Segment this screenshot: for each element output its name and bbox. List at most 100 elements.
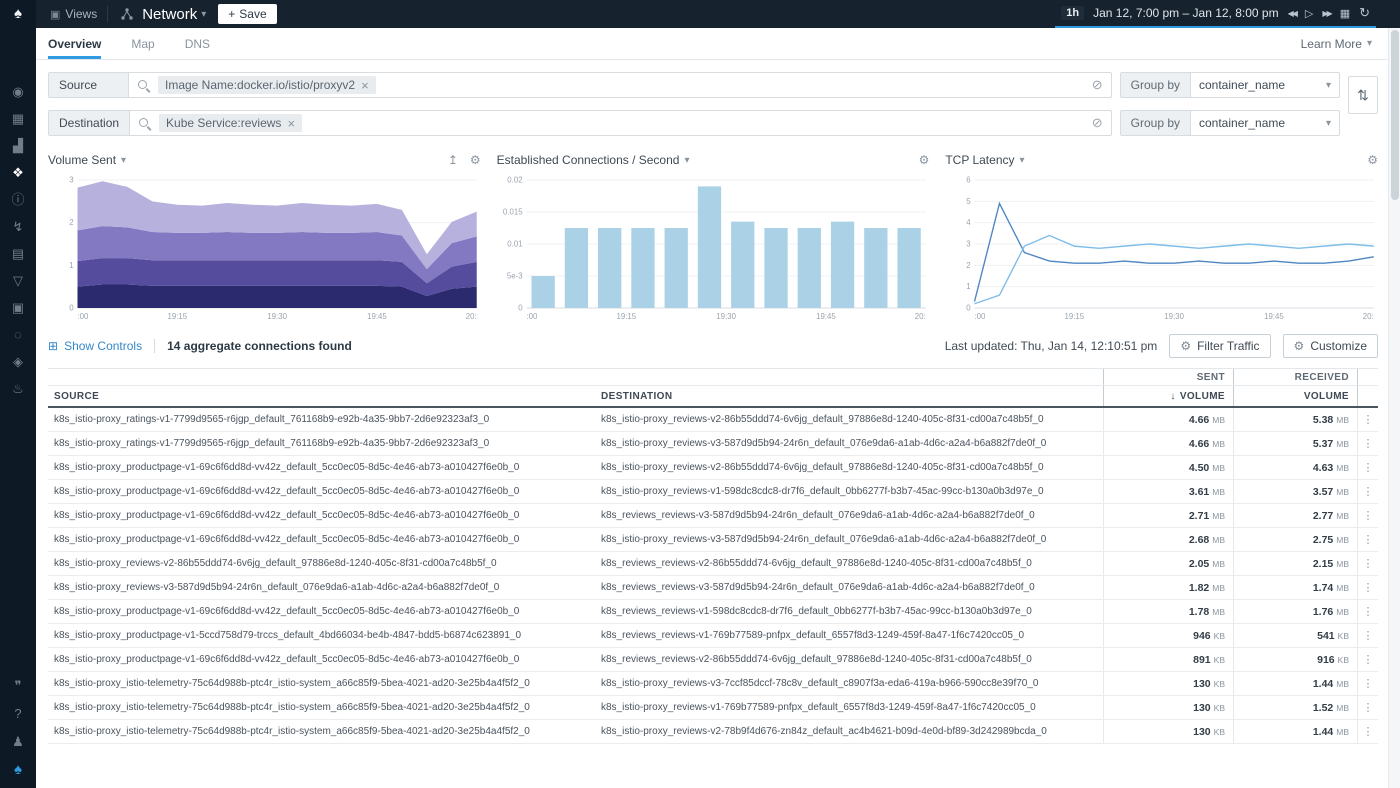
chart-metric-title[interactable]: Established Connections / Second	[496, 153, 680, 167]
chart-metric-title[interactable]: TCP Latency	[945, 153, 1015, 167]
gear-icon[interactable]: ⚙	[1367, 153, 1379, 167]
help-icon[interactable]: ?	[14, 706, 22, 721]
clear-filter-icon[interactable]: ⊘	[1091, 115, 1103, 130]
play-icon[interactable]: ▷	[1304, 7, 1314, 20]
calendar-icon[interactable]: ▦	[1339, 7, 1351, 20]
swap-source-destination-button[interactable]: ⇅	[1348, 75, 1378, 114]
established-connections-chart[interactable]: 0 5e-3 0.01 0.015 0.02:00 19:15 19:30 19:45 20:	[497, 172, 930, 322]
tab-overview[interactable]: Overview	[48, 28, 102, 59]
chat-icon[interactable]: ❞	[14, 678, 22, 693]
table-row[interactable]: k8s_istio-proxy_productpage-v1-69c6f6dd8…	[48, 600, 1378, 624]
svg-text:3: 3	[69, 175, 74, 184]
table-row[interactable]: k8s_istio-proxy_productpage-v1-69c6f6dd8…	[48, 456, 1378, 480]
destination-filter-tag[interactable]: Kube Service:reviews ×	[159, 114, 303, 132]
source-group-by-select[interactable]: container_name ▾	[1190, 72, 1340, 98]
table-row[interactable]: k8s_istio-proxy_ratings-v1-7799d9565-r6j…	[48, 432, 1378, 456]
sidebar-item-events[interactable]: ↯	[12, 219, 24, 234]
svg-text:19:30: 19:30	[1165, 312, 1185, 321]
sidebar-item-compliance[interactable]: ◈	[12, 354, 23, 369]
scrollbar[interactable]	[1388, 28, 1400, 788]
tab-dns[interactable]: DNS	[184, 36, 211, 51]
sidebar-item-activity[interactable]: ◌	[14, 327, 22, 342]
sidebar-item-metrics[interactable]: ▟	[12, 138, 23, 153]
sidebar-item-network[interactable]: ❖	[12, 165, 24, 180]
time-range-text[interactable]: Jan 12, 7:00 pm – Jan 12, 8:00 pm	[1093, 6, 1279, 20]
kebab-icon: ⋮	[1362, 630, 1374, 642]
destination-group-by-select[interactable]: container_name ▾	[1190, 110, 1340, 136]
volume-sent-chart[interactable]: 0 1 2 3:00 19:15 19:30 19:45 20:	[48, 172, 481, 322]
sidebar-item-benchmarks[interactable]: ♨	[12, 381, 24, 396]
sidebar-item-policies[interactable]: ▽	[12, 273, 23, 288]
chevron-down-icon[interactable]: ▾	[201, 8, 207, 20]
tab-map[interactable]: Map	[131, 36, 155, 51]
learn-more-menu[interactable]: Learn More ▾	[1300, 36, 1372, 51]
row-menu-button[interactable]: ⋮	[1357, 408, 1378, 431]
views-button[interactable]: ▣ Views	[50, 7, 98, 21]
row-menu-button[interactable]: ⋮	[1357, 576, 1378, 599]
export-icon[interactable]: ↥	[447, 153, 458, 167]
sidebar-item-dashboards[interactable]: ▦	[11, 111, 25, 126]
source-cell: k8s_istio-proxy_productpage-v1-69c6f6dd8…	[54, 654, 520, 665]
kebab-icon: ⋮	[1362, 606, 1374, 618]
svg-text:2: 2	[967, 261, 971, 270]
row-menu-button[interactable]: ⋮	[1357, 528, 1378, 551]
users-icon[interactable]: ♟	[12, 734, 24, 749]
chevron-down-icon: ▾	[1325, 117, 1331, 129]
table-row[interactable]: k8s_istio-proxy_productpage-v1-69c6f6dd8…	[48, 648, 1378, 672]
row-menu-button[interactable]: ⋮	[1357, 480, 1378, 503]
table-row[interactable]: k8s_istio-proxy_productpage-v1-69c6f6dd8…	[48, 504, 1378, 528]
save-button[interactable]: + Save	[218, 4, 277, 24]
customize-button[interactable]: ⚙ Customize	[1282, 334, 1378, 358]
table-row[interactable]: k8s_istio-proxy_productpage-v1-5ccd758d7…	[48, 624, 1378, 648]
gear-icon[interactable]: ⚙	[469, 153, 481, 167]
sidebar-item-explore[interactable]: ◉	[12, 84, 24, 99]
table-row[interactable]: k8s_istio-proxy_productpage-v1-69c6f6dd8…	[48, 528, 1378, 552]
table-row[interactable]: k8s_istio-proxy_istio-telemetry-75c64d98…	[48, 720, 1378, 744]
table-row[interactable]: k8s_istio-proxy_ratings-v1-7799d9565-r6j…	[48, 408, 1378, 432]
time-range-badge[interactable]: 1h	[1061, 6, 1085, 20]
chevron-down-icon[interactable]: ▾	[684, 154, 690, 166]
sysdig-logo-bottom[interactable]: ♠	[14, 761, 22, 778]
row-menu-button[interactable]: ⋮	[1357, 696, 1378, 719]
table-row[interactable]: k8s_istio-proxy_reviews-v2-86b55ddd74-6v…	[48, 552, 1378, 576]
row-menu-button[interactable]: ⋮	[1357, 648, 1378, 671]
fast-forward-icon[interactable]: ▶▶	[1322, 8, 1332, 18]
col-source: SOURCE	[54, 390, 100, 402]
row-menu-button[interactable]: ⋮	[1357, 504, 1378, 527]
row-menu-button[interactable]: ⋮	[1357, 600, 1378, 623]
filter-traffic-button[interactable]: ⚙ Filter Traffic	[1169, 334, 1271, 358]
row-menu-button[interactable]: ⋮	[1357, 456, 1378, 479]
table-row[interactable]: k8s_istio-proxy_reviews-v3-587d9d5b94-24…	[48, 576, 1378, 600]
rewind-icon[interactable]: ◀◀	[1287, 8, 1298, 18]
sent-volume-cell: 891 KB	[1103, 648, 1233, 671]
row-menu-button[interactable]: ⋮	[1357, 720, 1378, 743]
table-row[interactable]: k8s_istio-proxy_istio-telemetry-75c64d98…	[48, 672, 1378, 696]
close-icon[interactable]: ×	[287, 115, 296, 131]
refresh-icon[interactable]: ↻	[1359, 5, 1370, 20]
tcp-latency-chart[interactable]: 0 1 2 3 4 5 6:00 19:15 19:30 19:45 20:	[945, 172, 1378, 322]
chart-metric-title[interactable]: Volume Sent	[48, 153, 117, 167]
show-controls-button[interactable]: ⊞ Show Controls	[48, 339, 143, 353]
source-filter-tag[interactable]: Image Name:docker.io/istio/proxyv2 ×	[158, 76, 376, 94]
chevron-down-icon[interactable]: ▾	[121, 154, 127, 166]
row-menu-button[interactable]: ⋮	[1357, 552, 1378, 575]
scrollbar-thumb[interactable]	[1391, 30, 1399, 200]
clear-filter-icon[interactable]: ⊘	[1091, 77, 1103, 92]
sidebar-item-library[interactable]: ▣	[11, 300, 25, 315]
table-row[interactable]: k8s_istio-proxy_istio-telemetry-75c64d98…	[48, 696, 1378, 720]
row-menu-button[interactable]: ⋮	[1357, 624, 1378, 647]
table-row[interactable]: k8s_istio-proxy_productpage-v1-69c6f6dd8…	[48, 480, 1378, 504]
source-filter-row: Source Image Name:docker.io/istio/proxyv…	[48, 72, 1340, 98]
sidebar-item-alerts[interactable]: ⓘ	[11, 192, 25, 207]
source-search-input[interactable]	[375, 73, 1084, 97]
views-icon: ▣	[50, 8, 61, 21]
row-menu-button[interactable]: ⋮	[1357, 672, 1378, 695]
col-sent-volume[interactable]: ↓ VOLUME	[1103, 386, 1233, 406]
gear-icon[interactable]: ⚙	[918, 153, 930, 167]
close-icon[interactable]: ×	[361, 77, 369, 93]
destination-search-input[interactable]	[302, 111, 1084, 135]
chevron-down-icon[interactable]: ▾	[1019, 154, 1025, 166]
col-received-volume[interactable]: VOLUME	[1233, 386, 1357, 406]
row-menu-button[interactable]: ⋮	[1357, 432, 1378, 455]
sidebar-item-captures[interactable]: ▤	[11, 246, 25, 261]
